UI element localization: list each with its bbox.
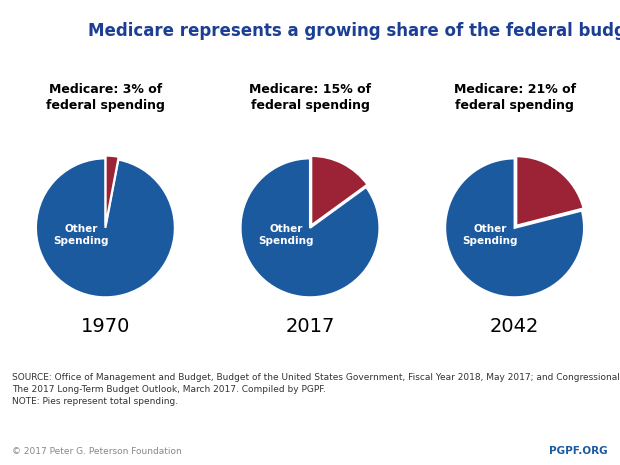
- Text: Other
Spending: Other Spending: [258, 224, 314, 246]
- Text: Other
Spending: Other Spending: [53, 224, 109, 246]
- Text: PETERSON: PETERSON: [22, 23, 71, 32]
- Wedge shape: [445, 159, 584, 297]
- Text: © 2017 Peter G. Peterson Foundation: © 2017 Peter G. Peterson Foundation: [12, 447, 182, 456]
- Wedge shape: [311, 156, 368, 226]
- Wedge shape: [241, 159, 379, 297]
- Text: ≡: ≡: [17, 9, 24, 18]
- Text: Medicare represents a growing share of the federal budget: Medicare represents a growing share of t…: [88, 22, 620, 40]
- Text: PETER G.: PETER G.: [29, 11, 64, 17]
- Text: PGPF.ORG: PGPF.ORG: [549, 446, 608, 456]
- Text: SOURCE: Office of Management and Budget, Budget of the United States Government,: SOURCE: Office of Management and Budget,…: [12, 373, 620, 406]
- Text: FOUNDATION: FOUNDATION: [26, 40, 67, 45]
- Text: 2017: 2017: [285, 317, 335, 336]
- Text: ▲: ▲: [18, 23, 22, 27]
- Text: 1970: 1970: [81, 317, 130, 336]
- Text: Other
Spending: Other Spending: [463, 224, 518, 246]
- Text: Medicare: 3% of
federal spending: Medicare: 3% of federal spending: [46, 83, 165, 112]
- Text: Medicare: 21% of
federal spending: Medicare: 21% of federal spending: [454, 83, 575, 112]
- Wedge shape: [105, 156, 118, 225]
- Wedge shape: [516, 156, 583, 226]
- Wedge shape: [36, 159, 175, 297]
- Text: 2042: 2042: [490, 317, 539, 336]
- Text: Medicare: 15% of
federal spending: Medicare: 15% of federal spending: [249, 83, 371, 112]
